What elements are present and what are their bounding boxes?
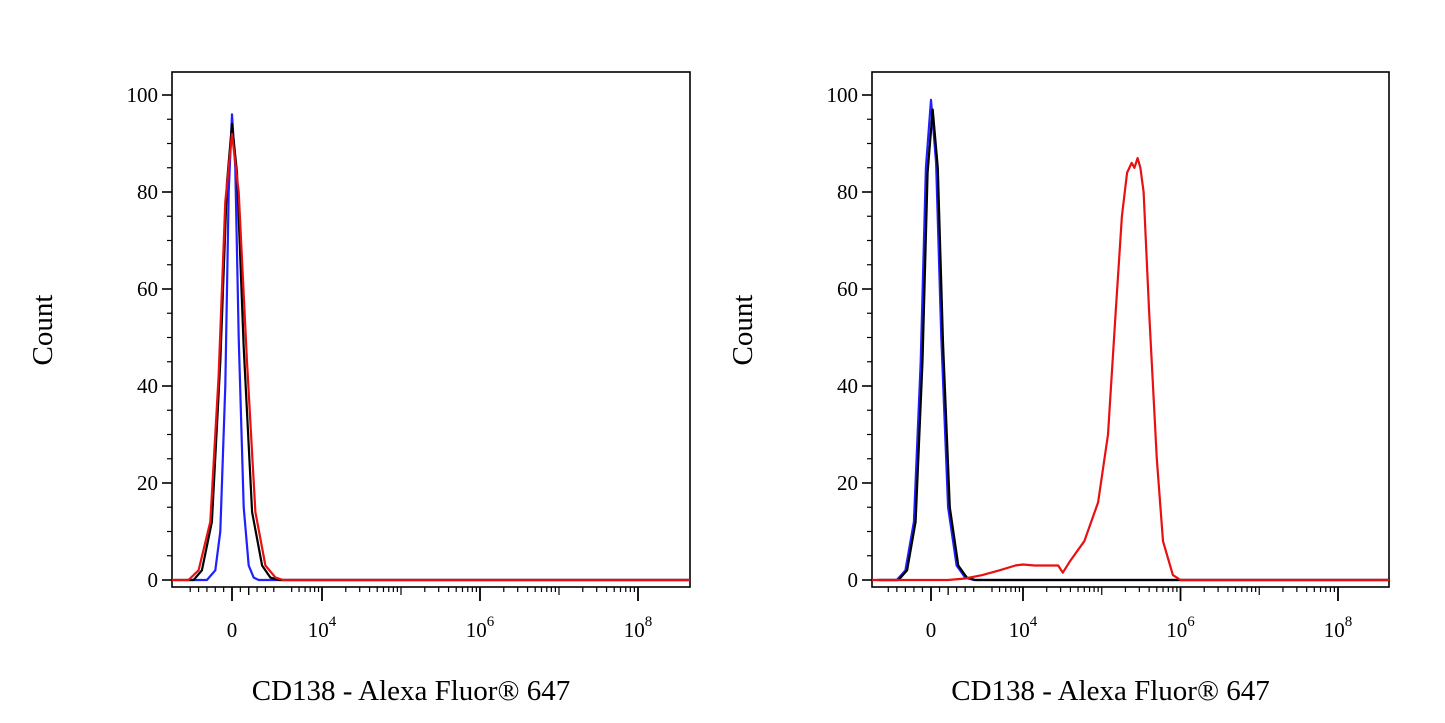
y-axis-title: Count [27, 295, 59, 366]
series-line-1 [186, 113, 690, 582]
x-axis-title: CD138 - Alexa Fluor® 647 [252, 675, 570, 707]
x-tick-label: 106 [1166, 614, 1195, 642]
y-tick-label: 80 [837, 180, 858, 204]
series-line-2 [878, 108, 1389, 582]
y-tick-label: 40 [837, 374, 858, 398]
histogram-panel-1: 0 20 40 60 80 100 0 104 106 108 CD138 - Alexa Fluo… [27, 71, 691, 707]
x-tick-label: 106 [466, 614, 495, 642]
x-axis-title: CD138 - Alexa Fluor® 647 [951, 675, 1269, 707]
y-tick-label: 100 [127, 83, 159, 107]
y-tick-label: 20 [837, 471, 858, 495]
plot-frame [871, 71, 1390, 588]
series-line-2 [173, 122, 690, 582]
x-tick-label: 104 [308, 614, 337, 642]
plot-frame [171, 71, 691, 588]
series-line-3 [872, 157, 1389, 582]
y-tick-label: 40 [137, 374, 158, 398]
x-tick-label: 0 [227, 618, 238, 642]
x-tick-label: 0 [926, 618, 937, 642]
x-tick-label: 108 [624, 614, 653, 642]
y-tick-label: 20 [137, 471, 158, 495]
y-axis-title: Count [727, 295, 759, 366]
series-line-3 [172, 132, 690, 582]
y-tick-label: 60 [837, 277, 858, 301]
x-tick-label: 104 [1009, 614, 1038, 642]
x-tick-label: 108 [1324, 614, 1353, 642]
y-tick-label: 60 [137, 277, 158, 301]
y-tick-label: 0 [848, 568, 859, 592]
histogram-panel-2: 0 20 40 60 80 100 0 104 106 108 CD138 - Alexa Fluo… [727, 71, 1390, 707]
y-tick-label: 80 [137, 180, 158, 204]
y-tick-label: 100 [827, 83, 859, 107]
series-line-1 [876, 98, 1389, 582]
y-tick-label: 0 [148, 568, 159, 592]
